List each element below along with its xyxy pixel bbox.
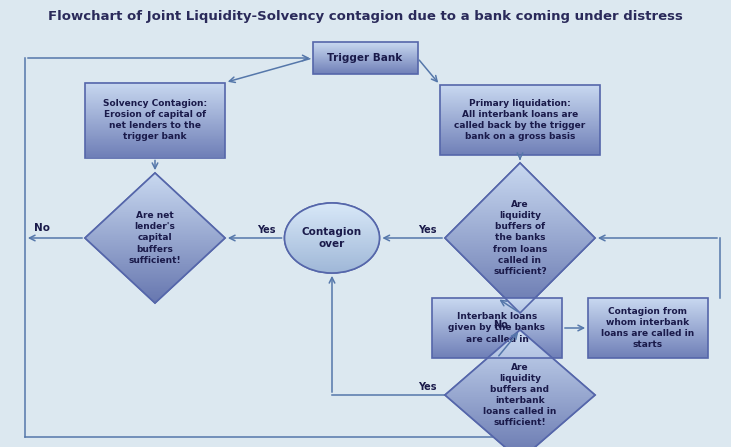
Bar [432,298,562,358]
Text: Are net
lender's
capital
buffers
sufficient!: Are net lender's capital buffers suffici… [129,211,181,265]
Text: Contagion from
whom interbank
loans are called in
starts: Contagion from whom interbank loans are … [602,307,694,349]
Text: Are
liquidity
buffers of
the banks
from loans
called in
sufficient?: Are liquidity buffers of the banks from … [493,200,548,276]
Text: Yes: Yes [257,225,276,235]
Bar [440,85,600,155]
Text: Trigger Bank: Trigger Bank [327,53,403,63]
Polygon shape [85,173,225,303]
Text: Yes: Yes [417,225,436,235]
Text: Primary liquidation:
All interbank loans are
called back by the trigger
bank on : Primary liquidation: All interbank loans… [455,99,586,141]
Text: Are
liquidity
buffers and
interbank
loans called in
sufficient!: Are liquidity buffers and interbank loan… [483,363,557,427]
Bar [85,83,225,157]
Text: Solvency Contagion:
Erosion of capital of
net lenders to the
trigger bank: Solvency Contagion: Erosion of capital o… [103,99,207,141]
Text: Contagion
over: Contagion over [302,227,362,249]
Text: No: No [493,320,507,330]
Polygon shape [445,330,595,447]
Text: No: No [34,223,50,233]
Text: Interbank loans
given by the banks
are called in: Interbank loans given by the banks are c… [449,312,545,344]
Polygon shape [445,163,595,313]
Bar [588,298,708,358]
Bar [312,42,417,74]
Ellipse shape [284,203,379,273]
Text: Yes: Yes [417,382,436,392]
Text: Flowchart of Joint Liquidity-Solvency contagion due to a bank coming under distr: Flowchart of Joint Liquidity-Solvency co… [48,10,683,23]
